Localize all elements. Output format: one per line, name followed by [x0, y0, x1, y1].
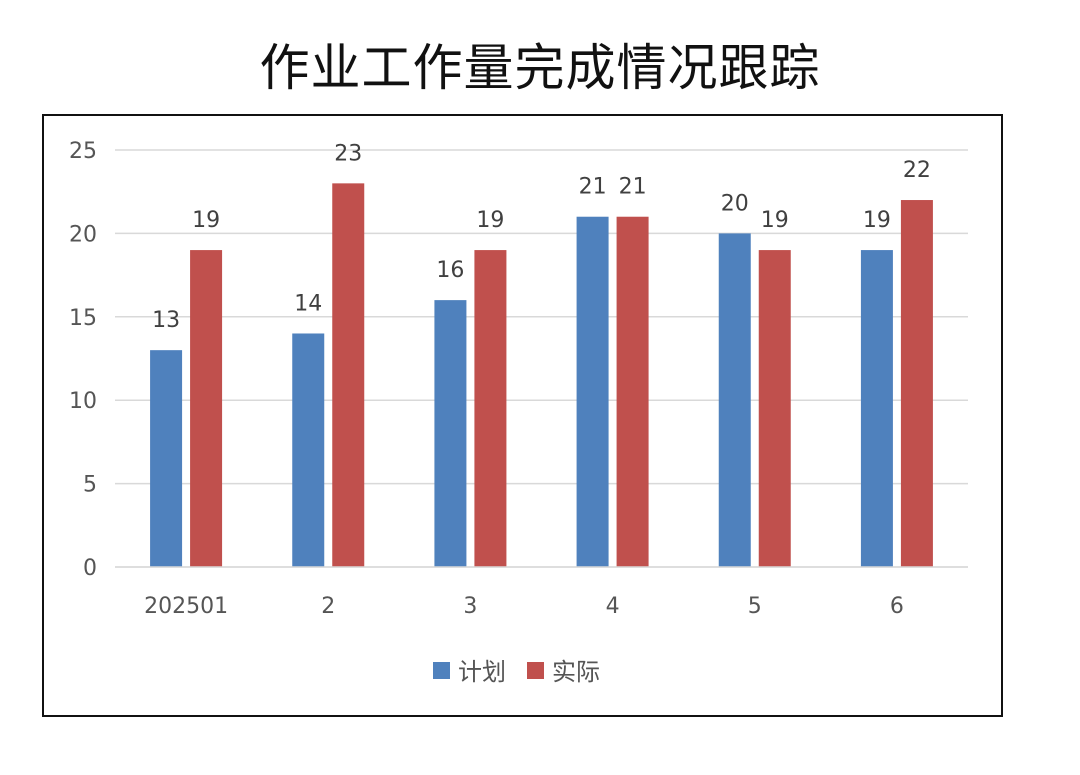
- data-labels: 13 19 14 23 16 19 21 21 20 19 19 22: [152, 141, 931, 333]
- bar-plan: [150, 350, 183, 567]
- bar-actual: [758, 250, 791, 567]
- bar-actual: [900, 200, 933, 568]
- data-label: 22: [903, 158, 931, 183]
- legend-label: 实际: [552, 658, 600, 686]
- y-tick-label: 20: [69, 222, 97, 247]
- bar-plan: [576, 216, 609, 567]
- data-label: 21: [619, 175, 647, 200]
- bar-plan: [860, 250, 893, 567]
- data-label: 23: [334, 141, 362, 166]
- legend: 计划 实际: [433, 658, 600, 686]
- data-label: 21: [579, 175, 607, 200]
- x-axis: 202501 2 3 4 5 6: [115, 566, 968, 619]
- data-label: 19: [761, 208, 789, 233]
- y-axis: 0 5 10 15 20 25: [69, 139, 97, 581]
- bar-actual: [332, 183, 365, 568]
- data-label: 19: [863, 208, 891, 233]
- bar-plan: [434, 300, 467, 567]
- data-label: 20: [721, 191, 749, 216]
- x-tick-label: 4: [606, 594, 620, 619]
- legend-swatch: [527, 662, 544, 679]
- chart-frame: [42, 114, 1003, 717]
- data-label: 14: [294, 291, 322, 316]
- x-tick-label: 202501: [144, 594, 228, 619]
- y-tick-label: 5: [83, 473, 97, 498]
- y-tick-label: 10: [69, 389, 97, 414]
- data-label: 19: [476, 208, 504, 233]
- data-label: 16: [436, 258, 464, 283]
- legend-swatch: [433, 662, 450, 679]
- y-tick-label: 15: [69, 306, 97, 331]
- x-tick-label: 3: [463, 594, 477, 619]
- chart-title: 作业工作量完成情况跟踪: [259, 39, 821, 97]
- bar-actual: [474, 250, 507, 567]
- bar-actual: [616, 216, 649, 567]
- gridlines: [115, 149, 968, 568]
- bar-plan: [718, 233, 751, 567]
- y-tick-label: 25: [69, 139, 97, 164]
- x-tick-label: 2: [321, 594, 335, 619]
- bar-actual: [190, 250, 223, 567]
- data-label: 13: [152, 308, 180, 333]
- bars: [150, 183, 933, 568]
- data-label: 19: [192, 208, 220, 233]
- y-tick-label: 0: [83, 556, 97, 581]
- x-tick-label: 5: [748, 594, 762, 619]
- legend-label: 计划: [458, 658, 506, 686]
- bar-plan: [292, 333, 325, 567]
- x-tick-label: 6: [890, 594, 904, 619]
